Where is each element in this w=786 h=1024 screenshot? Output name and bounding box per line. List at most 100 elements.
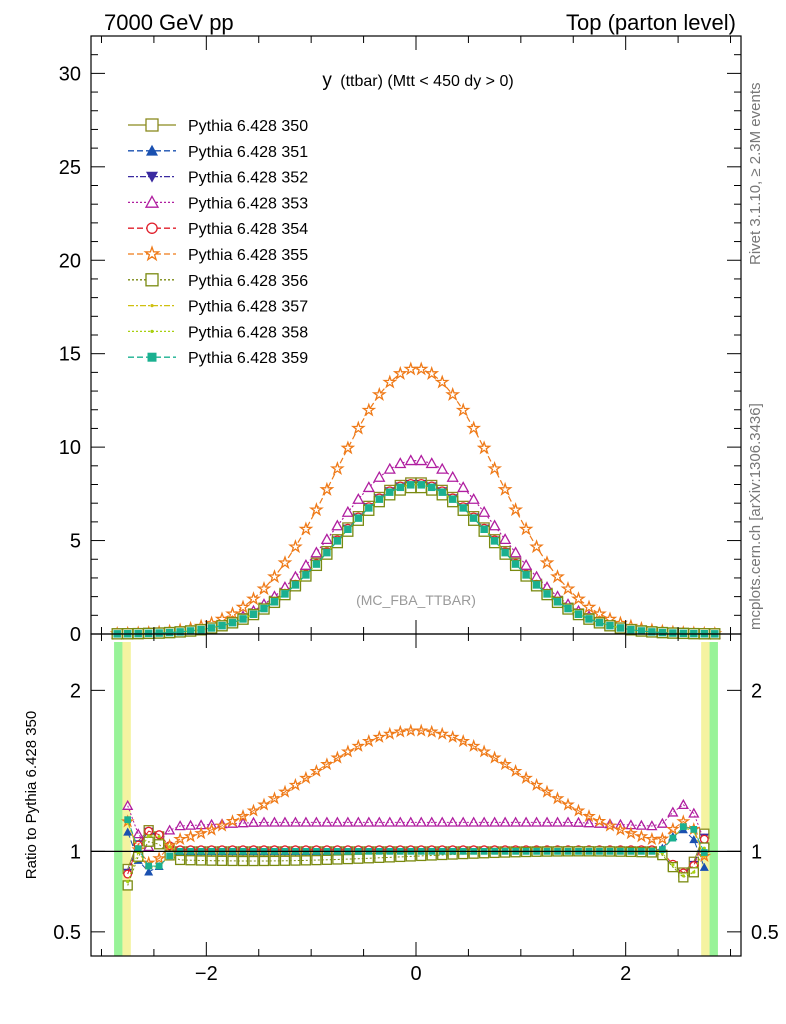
series-line-8 xyxy=(117,484,715,635)
legend-marker-3 xyxy=(144,195,160,208)
series-point-5-42 xyxy=(550,569,565,584)
ytick-label-3: 15 xyxy=(59,344,81,366)
series-point-9-17 xyxy=(291,581,300,589)
series-point-9-9 xyxy=(207,624,216,632)
header-left: 7000 GeV pp xyxy=(104,10,234,35)
series-line-1 xyxy=(117,484,715,635)
series-point-9-18 xyxy=(302,571,310,579)
ratio-point-5-52 xyxy=(665,821,680,836)
ratio-point-3-49 xyxy=(635,819,648,830)
series-line-4 xyxy=(117,483,715,635)
ratio-point-5-50 xyxy=(645,831,659,846)
series-point-3-28 xyxy=(404,454,417,466)
rtick-label-left-2: 2 xyxy=(70,680,81,702)
legend-label-1: Pythia 6.428 351 xyxy=(188,144,308,161)
series-point-5-24 xyxy=(361,402,377,417)
watermark: (MC_FBA_TTBAR) xyxy=(356,592,476,608)
series-point-3-24 xyxy=(362,481,375,493)
series-point-9-16 xyxy=(281,590,289,598)
legend-marker-8 xyxy=(150,329,154,333)
ratio-ylabel: Ratio to Pythia 6.428 350 xyxy=(23,711,40,879)
rtick-label-left-0: 0.5 xyxy=(53,922,81,944)
ratio-point-3-4 xyxy=(164,824,176,835)
ratio-point-5-31 xyxy=(445,729,460,743)
series-point-9-39 xyxy=(522,571,530,579)
series-line-0 xyxy=(117,482,715,635)
ratio-point-5-30 xyxy=(435,726,450,740)
ratio-point-1-55 xyxy=(699,862,709,871)
legend-marker-5 xyxy=(143,245,161,262)
series-point-3-31 xyxy=(436,462,449,474)
side-label-mcplots: mcplots.cern.ch [arXiv:1306.3436] xyxy=(747,403,764,630)
series-8 xyxy=(115,483,717,636)
series-point-9-47 xyxy=(606,621,614,630)
rtick-label-right-0: 0.5 xyxy=(751,922,779,944)
legend-label-5: Pythia 6.428 355 xyxy=(188,247,308,264)
series-point-9-33 xyxy=(459,504,467,512)
series-point-9-44 xyxy=(574,610,583,618)
series-point-3-19 xyxy=(310,546,323,558)
series-point-5-46 xyxy=(592,606,607,621)
ratio-point-4-55 xyxy=(699,834,709,844)
series-7 xyxy=(115,483,717,636)
series-point-9-10 xyxy=(218,621,226,630)
series-point-3-39 xyxy=(519,558,533,570)
series-point-9-30 xyxy=(427,483,436,492)
series-point-3-17 xyxy=(289,570,302,582)
legend-label-0: Pythia 6.428 350 xyxy=(188,118,308,135)
series-point-5-35 xyxy=(476,440,492,455)
series-point-5-13 xyxy=(246,591,261,606)
rtick-label-right-2: 2 xyxy=(751,680,762,702)
legend-label-4: Pythia 6.428 354 xyxy=(188,221,308,238)
ratio-point-5-18 xyxy=(309,763,324,777)
side-label-rivet: Rivet 3.1.10, ≥ 2.3M events xyxy=(747,83,764,266)
ratio-curves xyxy=(120,723,712,891)
series-point-9-40 xyxy=(532,581,541,589)
legend-marker-0 xyxy=(145,118,159,132)
series-0 xyxy=(111,477,721,640)
ratio-point-6-18 xyxy=(311,854,322,866)
series-point-9-43 xyxy=(564,604,572,613)
series-point-5-41 xyxy=(539,555,555,570)
ratio-point-6-7 xyxy=(195,855,207,866)
header-right: Top (parton level) xyxy=(566,10,736,35)
ratio-point-6-5 xyxy=(174,854,186,866)
series-point-9-25 xyxy=(375,495,384,503)
ratio-frame xyxy=(90,633,742,957)
ratio-point-3-44 xyxy=(583,817,595,828)
ratio-point-6-10 xyxy=(227,855,238,867)
series-point-9-6 xyxy=(176,628,184,636)
series-curves xyxy=(109,361,723,641)
series-point-9-34 xyxy=(469,514,478,522)
rtick-label-left-1: 1 xyxy=(70,841,81,863)
series-point-5-33 xyxy=(455,402,471,417)
ratio-point-5-42 xyxy=(561,797,575,811)
series-point-9-26 xyxy=(386,488,394,496)
legend-label-9: Pythia 6.428 359 xyxy=(188,350,308,367)
series-point-9-45 xyxy=(585,615,593,623)
series-point-3-29 xyxy=(415,454,428,466)
series-line-2 xyxy=(117,483,715,635)
series-line-6 xyxy=(117,487,715,635)
series-point-5-16 xyxy=(277,555,293,570)
series-point-5-36 xyxy=(487,461,503,476)
xtick-label-1: 0 xyxy=(410,963,421,985)
ratio-point-3-0 xyxy=(122,799,134,810)
series-point-3-34 xyxy=(467,492,480,504)
series-point-5-37 xyxy=(497,481,513,496)
ratio-point-3-17 xyxy=(300,816,312,827)
series-point-3-20 xyxy=(320,533,333,545)
series-point-5-27 xyxy=(392,365,408,380)
series-point-5-19 xyxy=(308,501,324,517)
xtick-label-2: 2 xyxy=(620,963,631,985)
series-point-9-54 xyxy=(679,629,688,638)
series-point-9-36 xyxy=(490,537,499,545)
series-point-3-30 xyxy=(425,457,438,469)
legend-label-3: Pythia 6.428 353 xyxy=(188,195,308,212)
series-point-9-4 xyxy=(155,629,163,637)
series-point-5-44 xyxy=(571,591,586,606)
ratio-point-5-25 xyxy=(382,726,397,740)
ratio-point-9-55 xyxy=(700,849,708,856)
series-point-3-22 xyxy=(341,505,354,517)
